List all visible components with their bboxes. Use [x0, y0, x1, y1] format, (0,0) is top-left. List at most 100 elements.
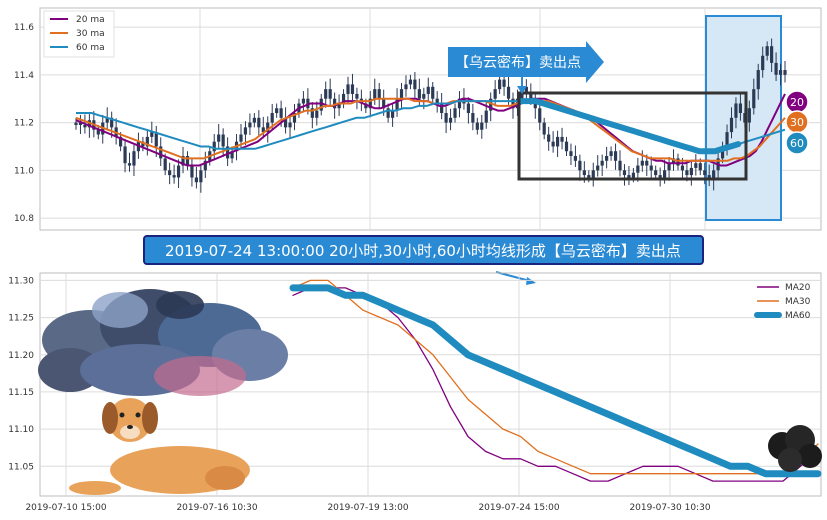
candle-body: [181, 156, 185, 166]
badge-60-label: 60: [790, 137, 804, 150]
candle-body: [506, 86, 511, 99]
candle-body: [555, 136, 560, 147]
legend-label-60ma: 60 ma: [76, 43, 105, 53]
candle-body: [248, 122, 252, 128]
candle-body: [270, 113, 274, 123]
candle-body: [230, 151, 234, 159]
candle-body: [176, 165, 181, 178]
candle-body: [734, 103, 738, 118]
sell-arrow-pointer-head: [517, 86, 527, 94]
candle-body: [252, 117, 256, 123]
candle-body: [770, 46, 774, 63]
candle-body: [596, 165, 600, 171]
candle-body: [145, 136, 149, 147]
candle-body: [105, 117, 109, 123]
candle-body: [712, 170, 716, 180]
dog-front-paws: [69, 481, 121, 495]
bottom-x-tick-label: 2019-07-10 15:00: [25, 503, 106, 513]
candle-body: [194, 177, 198, 183]
candle-body: [261, 127, 265, 133]
candle-body: [150, 132, 154, 137]
candle-body: [551, 141, 555, 147]
candle-body: [560, 136, 564, 142]
candle-body: [190, 165, 194, 178]
candle-body: [609, 151, 613, 156]
legend-label-ma30: MA30: [785, 297, 811, 307]
candle-body: [747, 108, 751, 123]
annotation-banner: 2019-07-24 13:00:00 20小时,30小时,60小时均线形成【乌…: [143, 235, 704, 285]
candle-body: [444, 113, 448, 123]
candle-body: [315, 110, 319, 118]
candle-body: [141, 141, 145, 147]
top-y-tick-label: 11.2: [14, 119, 34, 129]
candle-body: [243, 127, 248, 135]
bottom-y-tick-label: 11.30: [8, 276, 34, 286]
candle-body: [765, 46, 769, 56]
candle-body: [511, 98, 515, 109]
bottom-x-tick-label: 2019-07-30 10:30: [629, 503, 710, 513]
candle-body: [573, 156, 578, 161]
candle-body: [778, 70, 783, 75]
dog-head: [108, 398, 152, 442]
candle-body: [404, 84, 408, 90]
candle-body: [123, 146, 127, 164]
candle-body: [578, 160, 582, 171]
dark-cloud-puff-4: [778, 448, 802, 472]
candle-body: [542, 122, 546, 135]
candle-body: [74, 122, 78, 125]
candle-body: [448, 117, 453, 123]
candle-body: [337, 103, 341, 109]
candle-body: [132, 151, 136, 166]
candle-body: [364, 103, 368, 109]
bottom-ma-lines: [289, 279, 822, 482]
candle-body: [413, 79, 417, 90]
candle-body: [627, 175, 631, 178]
cloud-puff-9: [156, 291, 204, 319]
candle-body: [591, 170, 595, 178]
sell-arrow-shape: [448, 41, 604, 83]
storm-cloud-illustration: [38, 289, 288, 396]
candle-body: [292, 113, 297, 123]
candle-body: [587, 175, 591, 178]
dog-ear-left: [102, 402, 118, 434]
bottom-y-tick-label: 11.05: [8, 462, 34, 472]
top-y-tick-label: 10.8: [14, 214, 34, 224]
candle-body: [725, 132, 729, 147]
bottom-y-ticks: 11.05 11.10 11.15 11.20 11.25 11.30: [8, 276, 34, 472]
cloud-puff-8: [92, 292, 148, 328]
candle-body: [368, 98, 372, 109]
candle-body: [654, 170, 658, 176]
top-legend: 20 ma 30 ma 60 ma: [43, 10, 115, 58]
candle-body: [78, 122, 83, 125]
dog-hind-leg: [205, 466, 245, 490]
dog-ear-right: [142, 402, 158, 434]
candle-body: [774, 62, 778, 75]
candle-body: [663, 170, 667, 178]
bottom-y-tick-label: 11.20: [8, 351, 34, 361]
candle-body: [761, 55, 765, 71]
candle-body: [110, 117, 114, 128]
candle-body: [582, 170, 586, 176]
candle-body: [199, 170, 203, 183]
top-y-tick-label: 11.0: [14, 166, 34, 176]
candle-body: [341, 93, 346, 104]
candle-body: [698, 163, 702, 171]
candle-body: [752, 89, 756, 109]
dog-eye-left: [119, 412, 125, 418]
candle-body: [645, 160, 649, 166]
candle-body: [422, 93, 426, 99]
top-y-ticks: 10.8 11.0 11.2 11.4 11.6: [14, 23, 34, 224]
candlesticks: [74, 38, 787, 193]
candle-body: [226, 146, 230, 159]
candle-body: [489, 98, 493, 111]
candle-body: [288, 122, 292, 128]
candle-body: [275, 108, 279, 114]
candle-body: [386, 108, 390, 118]
top-ma60-emphasis: [517, 98, 742, 155]
candle-body: [239, 134, 243, 142]
candle-body: [159, 146, 163, 159]
candle-body: [689, 167, 693, 176]
candle-body: [694, 163, 698, 168]
dog-eye-right: [135, 412, 141, 418]
